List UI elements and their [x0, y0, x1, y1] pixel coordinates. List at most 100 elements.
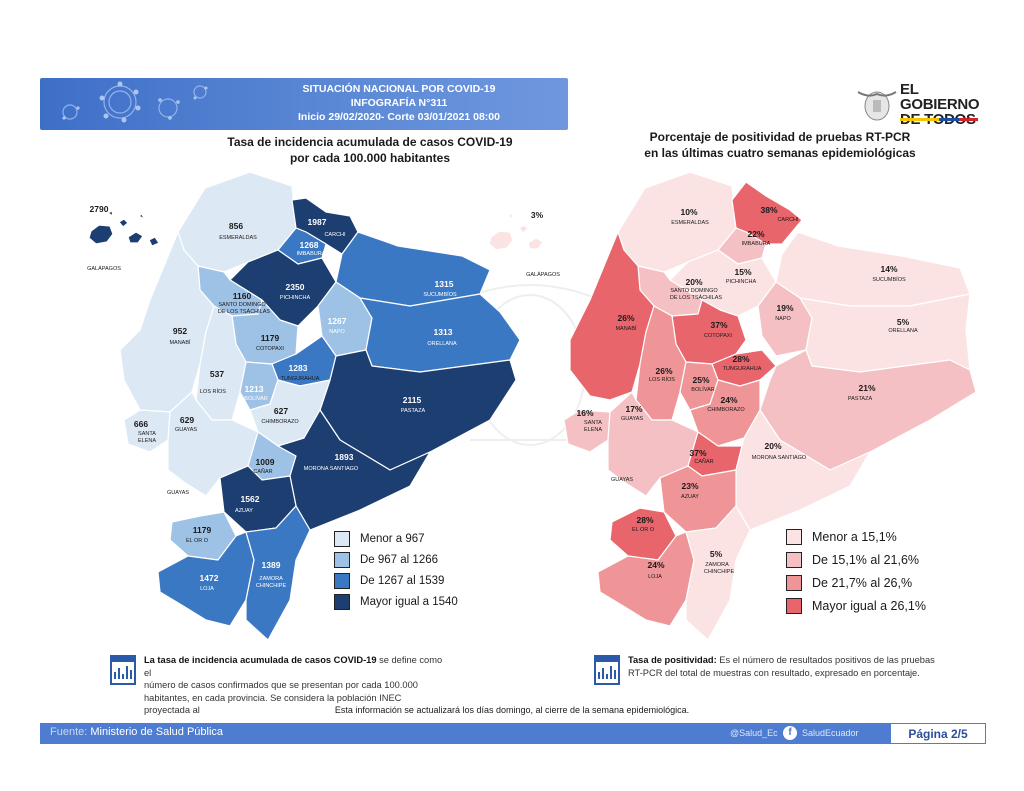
- right-legend-item: Mayor igual a 26,1%: [786, 594, 926, 617]
- flag-stripe: [900, 118, 978, 121]
- label-canar-right: CAÑAR: [694, 458, 713, 465]
- right-legend: Menor a 15,1% De 15,1% al 21,6% De 21,7%…: [786, 525, 926, 617]
- label-carchi-right: CARCHI: [777, 217, 799, 223]
- label-pichincha-left: PICHINCHA: [280, 295, 311, 301]
- label-pastaza-left: PASTAZA: [401, 408, 426, 414]
- value-orellana-left: 1313: [434, 327, 453, 337]
- legend-swatch: [334, 572, 350, 589]
- value-azuay-right: 23%: [681, 481, 698, 491]
- label-pichincha-right: PICHINCHA: [726, 279, 757, 285]
- label-loja-right: LOJA: [648, 574, 662, 580]
- value-esmeraldas-right: 10%: [680, 207, 697, 217]
- label-los-rios-left: LOS RÍOS: [200, 388, 226, 395]
- label-santo-domingo-1-right: SANTO DOMINGO: [670, 288, 718, 294]
- value-loja-right: 24%: [647, 560, 664, 570]
- left-legend-item: De 967 al 1266: [334, 549, 458, 570]
- label-cotopaxi-right: COTOPAXI: [704, 333, 732, 339]
- label-manabi-right: MANABÍ: [615, 325, 637, 332]
- label-santo-domingo-2-right: DE LOS TSÁCHILAS: [670, 294, 722, 301]
- value-santo-domingo-left: 1160: [233, 291, 252, 301]
- label-galapagos-right: GALÁPAGOS: [526, 271, 560, 278]
- label-zamora-1-right: ZAMORA: [705, 562, 729, 568]
- label-napo-right: NAPO: [775, 316, 791, 322]
- label-bolivar-left: BOLÍVAR: [244, 395, 267, 402]
- label-santa-elena-1-left: SANTA: [138, 431, 156, 437]
- legend-swatch: [786, 551, 802, 568]
- label-esmeraldas-right: ESMERALDAS: [671, 220, 709, 226]
- value-loja-left: 1472: [200, 573, 219, 583]
- header-banner: SITUACIÓN NACIONAL POR COVID-19 INFOGRAF…: [40, 78, 568, 130]
- value-galapagos-left: 2790: [90, 204, 109, 214]
- value-cotopaxi-right: 37%: [710, 320, 727, 330]
- left-map-title: Tasa de incidencia acumulada de casos CO…: [227, 135, 513, 165]
- value-napo-left: 1267: [328, 316, 347, 326]
- right-map-title: Porcentaje de positividad de pruebas RT-…: [644, 130, 916, 160]
- value-morona-right: 20%: [764, 441, 781, 451]
- label-guayas-left: GUAYAS: [175, 427, 197, 433]
- label-orellana-right: ORELLANA: [888, 328, 918, 334]
- label-loja-left: LOJA: [200, 586, 214, 592]
- logo-line-1: EL: [900, 81, 919, 98]
- footer-source: Fuente: Ministerio de Salud Pública: [50, 726, 224, 738]
- value-pastaza-left: 2115: [403, 395, 422, 405]
- right-map-group: [488, 171, 977, 641]
- value-pichincha-right: 15%: [734, 267, 751, 277]
- value-chimborazo-left: 627: [274, 406, 288, 416]
- header-line-1: SITUACIÓN NACIONAL POR COVID-19: [302, 83, 496, 95]
- legend-swatch: [786, 574, 802, 591]
- province-galapagos-right: [488, 212, 544, 251]
- value-imbabura-left: 1268: [300, 240, 319, 250]
- value-canar-left: 1009: [256, 457, 275, 467]
- twitter-handle[interactable]: @Salud_Ec: [730, 728, 778, 738]
- label-santa-elena-2-right: ELENA: [584, 427, 602, 433]
- value-manabi-right: 26%: [617, 313, 634, 323]
- logo-line-2: GOBIERNO: [900, 96, 980, 113]
- label-sucumbios-right: SUCUMBÍOS: [872, 276, 906, 283]
- province-sucumbios-right: [775, 231, 971, 307]
- value-bolivar-left: 1213: [245, 384, 264, 394]
- label-chimborazo-right: CHIMBORAZO: [707, 407, 745, 413]
- value-esmeraldas-left: 856: [229, 221, 243, 231]
- value-galapagos-right: 3%: [531, 210, 544, 220]
- value-azuay-left: 1562: [241, 494, 260, 504]
- footer-bar: Fuente: Ministerio de Salud Pública @Sal…: [40, 723, 986, 744]
- facebook-icon: f: [783, 726, 797, 740]
- value-guayas-left: 629: [180, 415, 194, 425]
- label-morona-left: MORONA SANTIAGO: [304, 466, 359, 472]
- value-chimborazo-right: 24%: [720, 395, 737, 405]
- value-orellana-right: 5%: [897, 317, 910, 327]
- value-zamora-right: 5%: [710, 549, 723, 559]
- value-manabi-left: 952: [173, 326, 187, 336]
- label-santo-domingo-2-left: DE LOS TSÁCHILAS: [218, 308, 270, 315]
- legend-swatch: [786, 597, 802, 614]
- label-zamora-2-left: CHINCHIPE: [256, 583, 287, 589]
- label-pastaza-right: PASTAZA: [848, 396, 873, 402]
- label-santa-elena-2-left: ELENA: [138, 438, 156, 444]
- label-azuay-right: AZUAY: [681, 494, 699, 500]
- incidence-definition-note: La tasa de incidencia acumulada de casos…: [144, 655, 443, 715]
- legend-swatch: [786, 528, 802, 545]
- value-guayas-right: 17%: [625, 404, 642, 414]
- province-zamora-right: [685, 505, 751, 641]
- label-canar-left: CAÑAR: [253, 468, 272, 475]
- province-galapagos-left: [88, 210, 160, 247]
- value-santo-domingo-right: 20%: [685, 277, 702, 287]
- label-esmeraldas-left: ESMERALDAS: [219, 235, 257, 241]
- right-legend-item: De 21,7% al 26,%: [786, 571, 926, 594]
- value-cotopaxi-left: 1179: [261, 333, 280, 343]
- facebook-handle[interactable]: SaludEcuador: [802, 728, 859, 738]
- label-imbabura-right: IMBABURA: [742, 241, 771, 247]
- label-guayas-right: GUAYAS: [621, 416, 643, 422]
- left-legend-item: Mayor igual a 1540: [334, 591, 458, 612]
- label-carchi-left: CARCHI: [324, 232, 346, 238]
- label-bolivar-right: BOLÍVAR: [691, 386, 714, 393]
- label-tungurahua-left: TUNGURAHUA: [281, 376, 320, 382]
- label-zamora-1-left: ZAMORA: [259, 576, 283, 582]
- document-chart-icon: [110, 655, 136, 685]
- value-sucumbios-right: 14%: [880, 264, 897, 274]
- value-santa-elena-left: 666: [134, 419, 148, 429]
- value-napo-right: 19%: [776, 303, 793, 313]
- document-chart-icon: [594, 655, 620, 685]
- right-legend-item: Menor a 15,1%: [786, 525, 926, 548]
